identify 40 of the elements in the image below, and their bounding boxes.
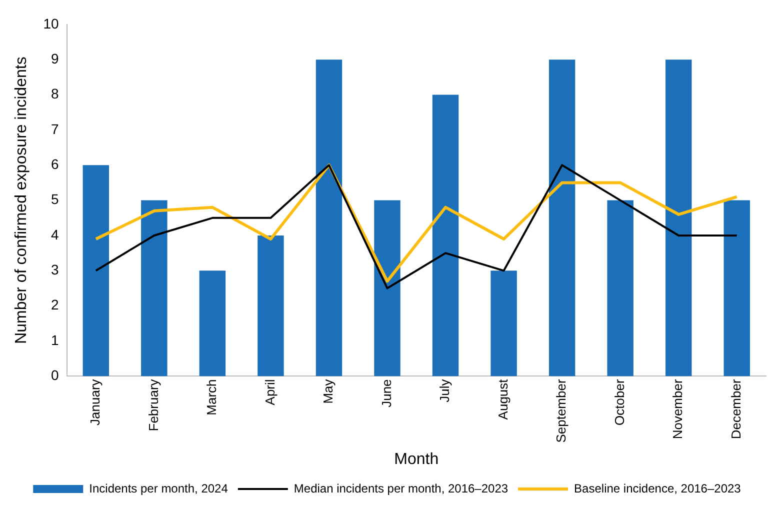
bar — [82, 165, 110, 376]
bar — [548, 60, 576, 376]
x-tick-label: June — [378, 379, 394, 408]
y-tick-label: 7 — [50, 120, 59, 137]
y-tick-label: 5 — [50, 191, 59, 208]
x-tick-label: April — [262, 379, 278, 406]
x-tick-label: December — [728, 378, 744, 440]
bar — [432, 94, 459, 376]
x-tick-label: May — [320, 378, 336, 404]
y-tick-label: 3 — [50, 262, 59, 278]
x-tick-label: July — [437, 378, 452, 402]
y-tick-label: 8 — [50, 86, 59, 102]
legend-label: Baseline incidence, 2016–2023 — [574, 481, 742, 496]
bar — [665, 60, 692, 376]
x-axis-title: Month — [394, 450, 439, 468]
x-tick-label: September — [554, 378, 569, 443]
legend-label: Median incidents per month, 2016–2023 — [294, 481, 508, 496]
y-tick-label: 4 — [50, 226, 59, 242]
y-tick-label: 2 — [50, 296, 59, 313]
bar — [316, 60, 342, 376]
bar — [490, 270, 517, 376]
x-tick-label: January — [87, 378, 102, 426]
x-tick-label: November — [670, 378, 686, 440]
y-tick-label: 9 — [50, 50, 59, 66]
y-axis-title: Number of confirmed exposure incidents — [13, 56, 30, 344]
bar — [607, 200, 634, 376]
legend-label: Incidents per month, 2024 — [89, 481, 228, 496]
bar — [141, 200, 168, 376]
y-tick-label: 1 — [50, 332, 59, 348]
y-tick-label: 0 — [50, 367, 59, 384]
bar — [374, 200, 400, 376]
x-tick-label: August — [495, 378, 510, 420]
x-tick-label: March — [204, 379, 220, 416]
y-tick-label: 6 — [50, 156, 59, 172]
bar — [199, 270, 226, 376]
x-tick-label: February — [146, 378, 161, 432]
x-tick-label: October — [612, 378, 627, 426]
bar — [724, 200, 750, 376]
y-tick-label: 10 — [43, 15, 59, 32]
bar — [258, 235, 284, 376]
